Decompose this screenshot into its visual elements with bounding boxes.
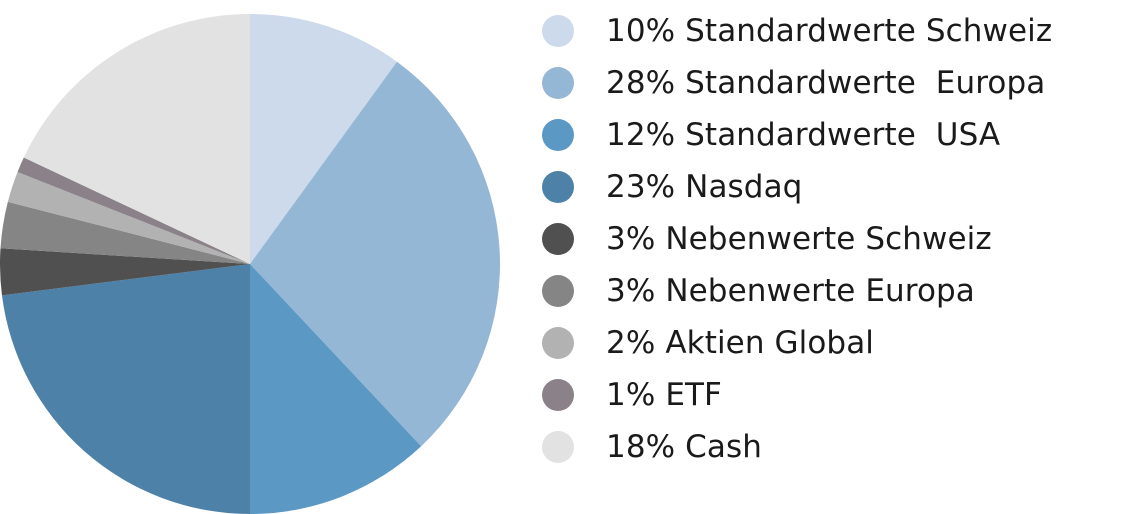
legend-item: 3% Nebenwerte Europa [542,265,1052,317]
legend-swatch [542,171,574,203]
legend-swatch [542,67,574,99]
legend-swatch [542,223,574,255]
legend-item: 18% Cash [542,421,1052,473]
legend-item: 28% Standardwerte Europa [542,57,1052,109]
legend-swatch [542,431,574,463]
legend-label: 18% Cash [606,429,762,465]
legend-item: 12% Standardwerte USA [542,109,1052,161]
pie-slice-1 [250,14,397,264]
pie-slice-3 [250,264,422,514]
legend-swatch [542,327,574,359]
legend-label: 2% Aktien Global [606,325,875,361]
legend-label: 28% Standardwerte Europa [606,65,1046,101]
legend-item: 23% Nasdaq [542,161,1052,213]
legend-item: 10% Standardwerte Schweiz [542,5,1052,57]
pie-slice-2 [250,61,500,447]
pie-slice-4 [1,264,250,514]
pie-slice-5 [0,248,250,296]
pie-slice-7 [7,171,250,264]
pie-slice-9 [23,14,250,264]
legend-swatch [542,15,574,47]
legend-label: 1% ETF [606,377,722,413]
legend-label: 10% Standardwerte Schweiz [606,13,1053,49]
legend-label: 12% Standardwerte USA [606,117,1001,153]
pie-slice-6 [0,201,250,264]
pie-slice-8 [17,157,251,264]
legend-swatch [542,275,574,307]
legend-item: 1% ETF [542,369,1052,421]
legend-label: 3% Nebenwerte Schweiz [606,221,992,257]
legend-label: 23% Nasdaq [606,169,803,205]
legend-swatch [542,119,574,151]
legend-swatch [542,379,574,411]
legend-label: 3% Nebenwerte Europa [606,273,975,309]
pie-chart [0,14,500,514]
legend-item: 3% Nebenwerte Schweiz [542,213,1052,265]
chart-legend: 10% Standardwerte Schweiz 28% Standardwe… [542,5,1052,473]
legend-item: 2% Aktien Global [542,317,1052,369]
